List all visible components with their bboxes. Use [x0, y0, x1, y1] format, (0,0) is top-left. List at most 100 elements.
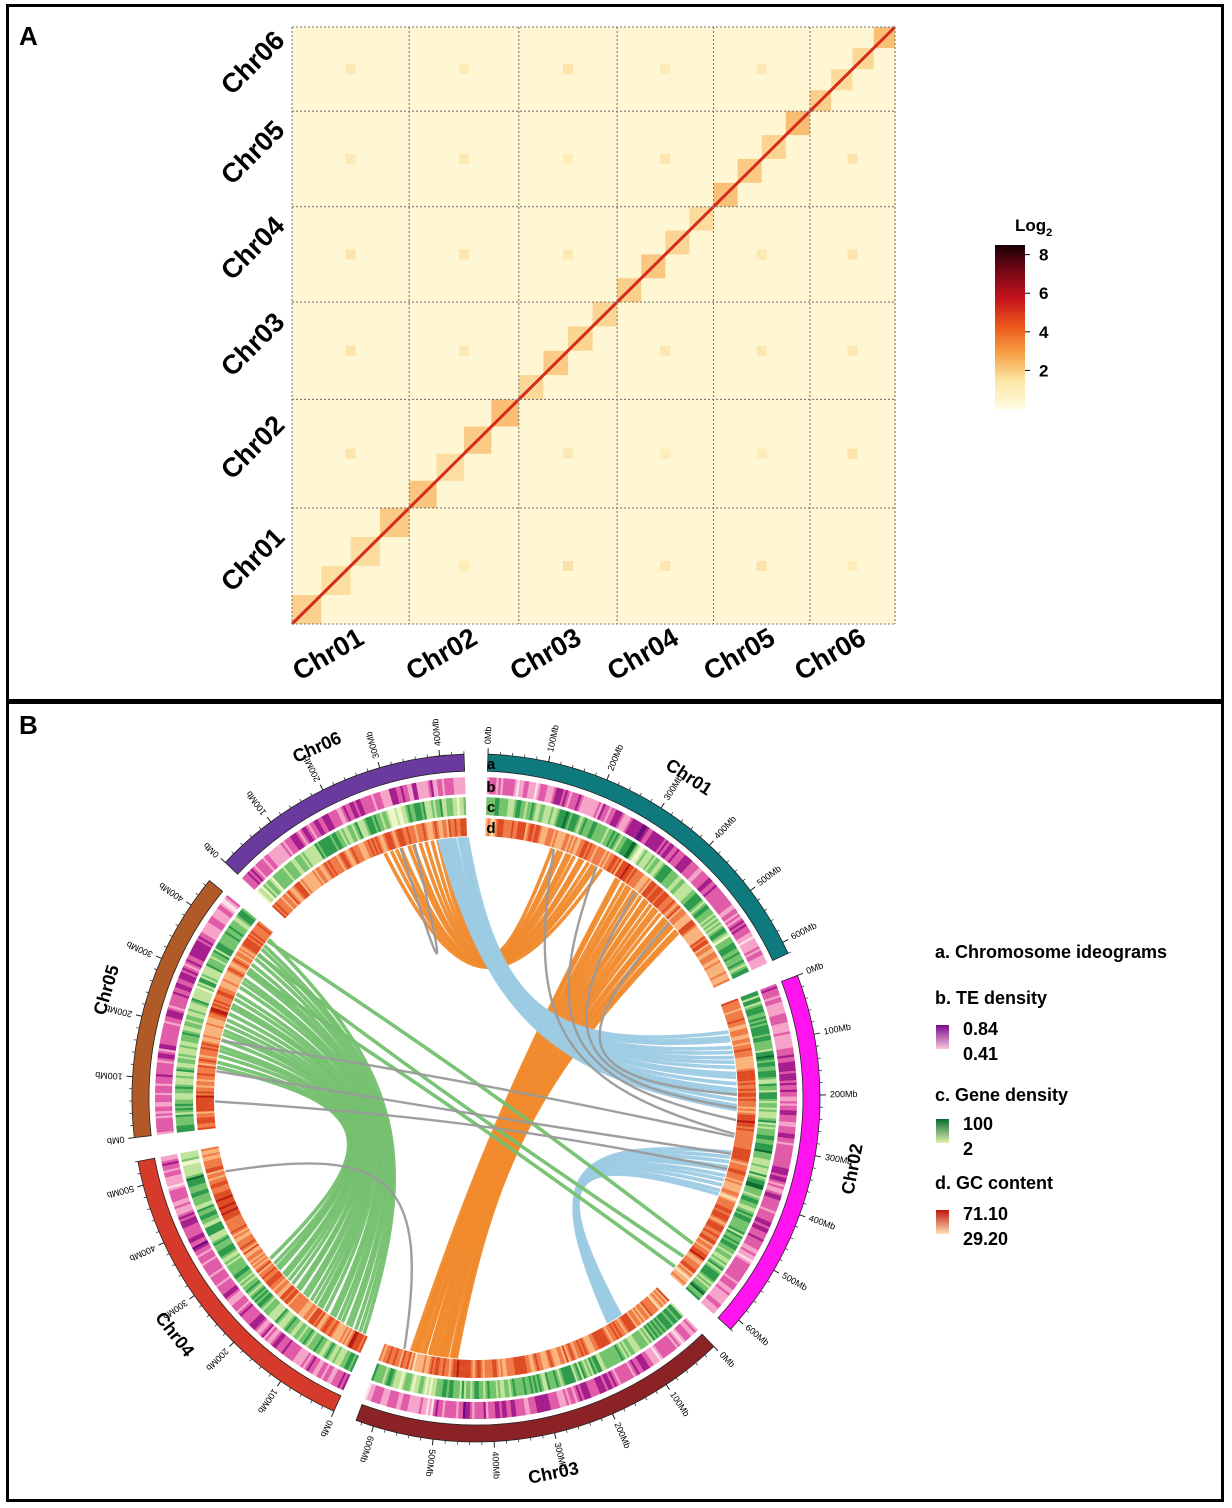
track-bin: [476, 1359, 479, 1378]
track-bin: [171, 1194, 189, 1203]
gene-density-track: [174, 797, 778, 1400]
track-bin: [511, 820, 517, 839]
track-bin: [758, 1090, 777, 1093]
track-bin: [623, 1362, 635, 1379]
track-bin: [283, 864, 298, 881]
track-bin: [601, 851, 612, 869]
track-bin: [637, 850, 650, 867]
track-bin: [567, 835, 577, 854]
track-bin: [288, 1292, 303, 1308]
circos-tick-label: 400Mb: [128, 1243, 157, 1264]
track-bin: [167, 1006, 185, 1014]
track-bin: [464, 1401, 468, 1419]
track-bin: [711, 1210, 729, 1221]
track-bin: [155, 1099, 173, 1103]
track-bin: [707, 967, 725, 978]
track-bin: [663, 902, 679, 917]
track-bin: [709, 1255, 727, 1268]
track-bin: [301, 851, 314, 868]
track-bin: [242, 942, 259, 955]
circos-tick-label: 0Mb: [483, 727, 494, 745]
track-bin: [385, 810, 394, 829]
heatmap-centromere-cell: [459, 345, 469, 356]
track-bin: [655, 865, 670, 881]
track-bin: [425, 780, 431, 798]
track-bin: [688, 1283, 704, 1298]
track-bin: [312, 1310, 325, 1327]
track-bin: [190, 1001, 208, 1010]
circos-tick: [175, 924, 179, 927]
circos-tick: [806, 1191, 811, 1193]
track-bin: [690, 901, 706, 915]
synteny-link: [585, 890, 738, 1110]
track-bin: [652, 1289, 667, 1305]
track-bin: [615, 1343, 627, 1361]
track-bin: [569, 792, 578, 810]
track-bin: [191, 997, 210, 1006]
track-bin: [731, 1035, 750, 1042]
synteny-link: [225, 1162, 413, 1350]
track-bin: [726, 1172, 745, 1181]
track-bin: [554, 1369, 562, 1388]
track-bin: [418, 781, 424, 799]
circos-tick-label: 200Mb: [204, 1346, 230, 1373]
track-bin: [573, 837, 582, 856]
track-bin: [685, 865, 700, 880]
track-bin: [279, 1312, 293, 1328]
track-bin: [684, 1254, 701, 1268]
track-bin: [722, 1274, 738, 1287]
track-bin: [700, 1269, 716, 1282]
track-bin: [564, 1366, 572, 1385]
track-bin: [216, 1195, 234, 1205]
track-bin: [617, 1317, 630, 1334]
track-bin: [175, 1090, 194, 1094]
track-bin: [155, 1108, 173, 1112]
track-bin: [427, 780, 433, 798]
track-bin: [171, 995, 188, 1004]
track-bin: [764, 1191, 782, 1199]
track-bin: [286, 1291, 301, 1306]
track-bin: [220, 981, 238, 992]
track-bin: [484, 1380, 488, 1399]
track-bin: [526, 781, 532, 799]
track-bin: [197, 1066, 216, 1071]
track-bin: [439, 798, 444, 818]
ideogram-chr02: [717, 974, 821, 1330]
track-bin: [722, 1002, 740, 1011]
track-bin: [204, 1028, 223, 1035]
circos-tick: [310, 1400, 313, 1404]
track-bin: [213, 949, 230, 961]
track-bin: [175, 1118, 194, 1122]
track-bin: [199, 1052, 218, 1058]
track-bin: [306, 847, 319, 865]
track-bin: [236, 1233, 253, 1245]
track-bin: [419, 1354, 426, 1373]
track-bin: [255, 1319, 270, 1334]
track-bin: [736, 1068, 755, 1073]
track-bin: [323, 837, 335, 855]
ideogram-chr06: [224, 753, 466, 875]
track-bin: [766, 1184, 784, 1193]
track-bin: [203, 1218, 222, 1229]
heatmap-centromere-cell: [563, 448, 573, 459]
track-bin: [560, 832, 569, 851]
track-bin: [400, 806, 407, 825]
track-bin: [607, 808, 617, 825]
track-bin: [228, 1291, 244, 1305]
track-bin: [710, 972, 728, 983]
track-bin: [203, 925, 220, 937]
track-bin: [755, 1142, 774, 1148]
ideogram-chr01: [486, 753, 789, 961]
circos-figure: B 0Mb 100Mb200Mb300Mb400Mb500Mb600Mb0Mb10…: [19, 710, 1167, 1488]
track-bin: [184, 960, 202, 970]
track-bin: [305, 1306, 319, 1322]
legend-b-title: b. TE density: [935, 988, 1047, 1008]
track-bin: [165, 1175, 183, 1183]
circos-tick: [360, 1422, 363, 1426]
track-bin: [767, 1182, 785, 1190]
track-bin: [727, 1267, 743, 1279]
track-bin: [274, 1308, 289, 1324]
track-bin: [196, 1089, 215, 1092]
track-bin: [611, 1368, 622, 1386]
track-bin: [657, 1340, 670, 1356]
